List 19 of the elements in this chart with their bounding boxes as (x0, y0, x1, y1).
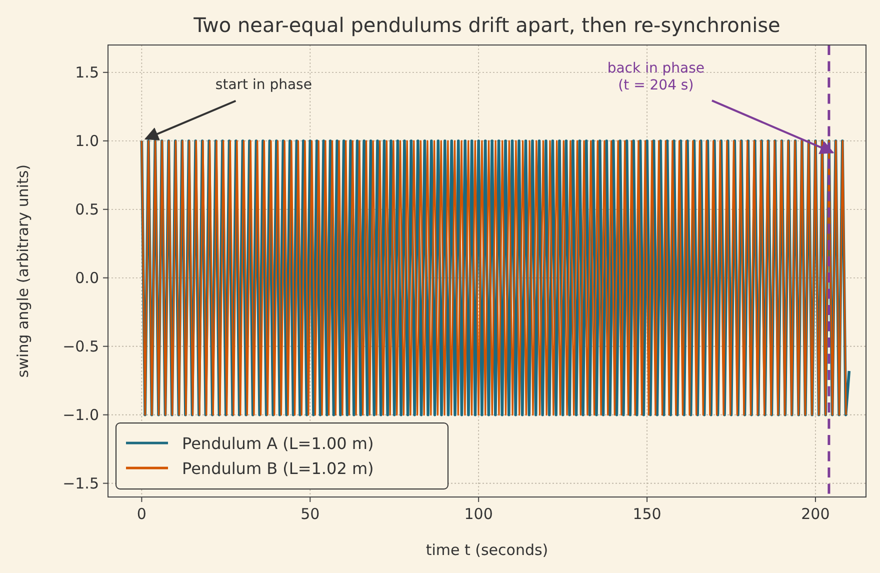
legend-label: Pendulum A (L=1.00 m) (182, 434, 374, 453)
y-tick-label: −0.5 (62, 337, 99, 356)
y-tick-label: −1.5 (62, 474, 99, 492)
y-tick-label: 1.5 (75, 63, 99, 82)
y-tick-label: 1.0 (75, 132, 99, 150)
chart-title: Two near-equal pendulums drift apart, then re-synchronise (192, 13, 780, 37)
x-tick-label: 100 (464, 505, 493, 523)
annotation: back in phase (t = 204 s) (607, 60, 705, 94)
y-tick-label: −1.0 (62, 406, 99, 424)
annotation: start in phase (215, 76, 312, 93)
y-tick-label: 0.5 (75, 200, 99, 218)
x-tick-label: 150 (632, 505, 662, 523)
x-tick-label: 200 (801, 505, 830, 523)
x-axis-title: time t (seconds) (426, 541, 548, 559)
y-axis-title: swing angle (arbitrary units) (14, 164, 32, 378)
x-tick-label: 50 (300, 505, 320, 523)
x-tick-label: 0 (136, 505, 146, 523)
legend-label: Pendulum B (L=1.02 m) (182, 459, 374, 478)
y-tick-label: 0.0 (75, 268, 99, 287)
